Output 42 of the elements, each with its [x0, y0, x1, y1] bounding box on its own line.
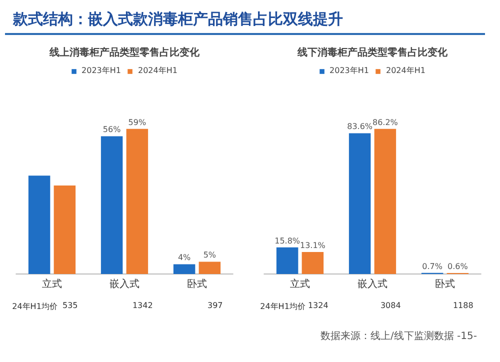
data-label: 0.7% — [422, 262, 443, 271]
data-label: 15.8% — [274, 236, 300, 246]
text: 1188 — [452, 301, 474, 310]
bar — [173, 264, 196, 274]
text: 24年H1均价 — [12, 302, 58, 312]
bar — [198, 262, 221, 274]
data-label: 5% — [203, 250, 216, 260]
bar — [276, 247, 298, 274]
bar — [374, 128, 396, 274]
bar — [348, 133, 371, 274]
x-tick-label: 卧式 — [435, 278, 455, 290]
text: 535 — [62, 301, 78, 310]
data-label: 56% — [102, 125, 122, 134]
chart-title: 线上消毒柜产品类型零售占比变化 — [48, 46, 200, 58]
chart-title: 线下消毒柜产品类型零售占比变化 — [296, 46, 448, 58]
text: 3084 — [380, 301, 401, 310]
text: 1342 — [132, 301, 153, 310]
data-label: 86.2% — [372, 118, 398, 127]
bar — [126, 128, 148, 274]
x-tick-label: 立式 — [42, 278, 62, 290]
data-label: 59% — [128, 118, 146, 127]
bar — [100, 136, 123, 274]
legend-label: 2024年H1 — [138, 65, 178, 76]
text: 款式结构：嵌入式款消毒柜产品销售占比双线提升 — [13, 9, 343, 30]
bar — [302, 252, 324, 274]
x-tick-label: 卧式 — [187, 278, 207, 290]
text: 数据来源：线上/线下监测数据 -15- — [320, 331, 477, 342]
legend-label: 2023年H1 — [82, 65, 121, 76]
data-label: 13.1% — [300, 240, 326, 250]
data-label: 4% — [178, 253, 192, 262]
bar — [54, 185, 76, 274]
legend-label: 2024年H1 — [386, 65, 426, 76]
text: 24年H1均价 — [260, 302, 306, 312]
data-label: 0.6% — [448, 262, 468, 272]
legend-label: 2023年H1 — [330, 65, 369, 76]
x-tick-label: 嵌入式 — [358, 278, 388, 290]
data-label: 83.6% — [347, 122, 373, 132]
bar — [28, 176, 50, 274]
text: 397 — [207, 301, 223, 310]
text: 1324 — [308, 301, 328, 310]
x-tick-label: 立式 — [290, 278, 310, 290]
x-tick-label: 嵌入式 — [110, 278, 140, 290]
